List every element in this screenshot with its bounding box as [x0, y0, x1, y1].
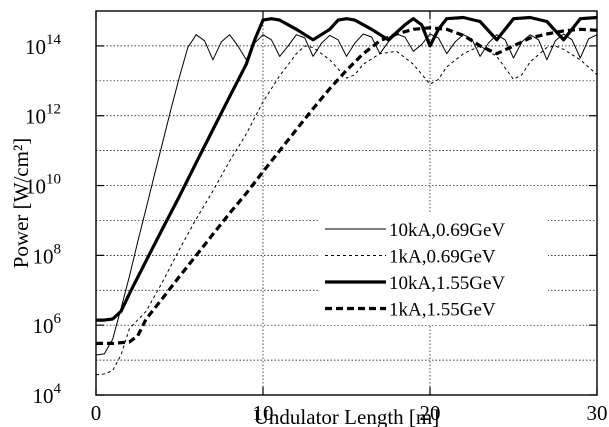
legend-label: 10kA,0.69GeV	[389, 220, 505, 241]
y-tick-label: 108	[33, 241, 62, 268]
x-tick-label: 0	[91, 401, 102, 425]
plot-frame	[95, 10, 598, 396]
legend: 10kA,0.69GeV 1kA,0.69GeV 10kA,1.55GeV 1kA,1…	[318, 213, 548, 325]
x-axis-title: Undulator Length [m]	[254, 405, 439, 427]
legend-background	[318, 213, 548, 325]
series-line	[95, 45, 598, 376]
legend-label: 1kA,0.69GeV	[389, 247, 496, 268]
y-axis-title-group: Power [W/cm²]	[9, 138, 33, 269]
series-line	[96, 15, 598, 322]
y-tick-label: 106	[33, 311, 62, 338]
legend-label: 10kA,1.55GeV	[389, 273, 505, 294]
series-line	[95, 33, 598, 356]
series-line	[96, 26, 598, 345]
y-axis-title: Power [W/cm²]	[9, 138, 33, 269]
y-tick-label: 104	[33, 381, 62, 408]
grid-layer	[96, 11, 597, 395]
series-layer	[95, 15, 598, 376]
y-tick-label: 1012	[25, 102, 61, 129]
legend-label: 1kA,1.55GeV	[389, 300, 496, 321]
y-tick-label: 1014	[25, 32, 62, 59]
x-tick-label: 10	[253, 401, 274, 425]
x-tick-label: 20	[420, 401, 441, 425]
x-tick-label: 30	[587, 401, 608, 425]
